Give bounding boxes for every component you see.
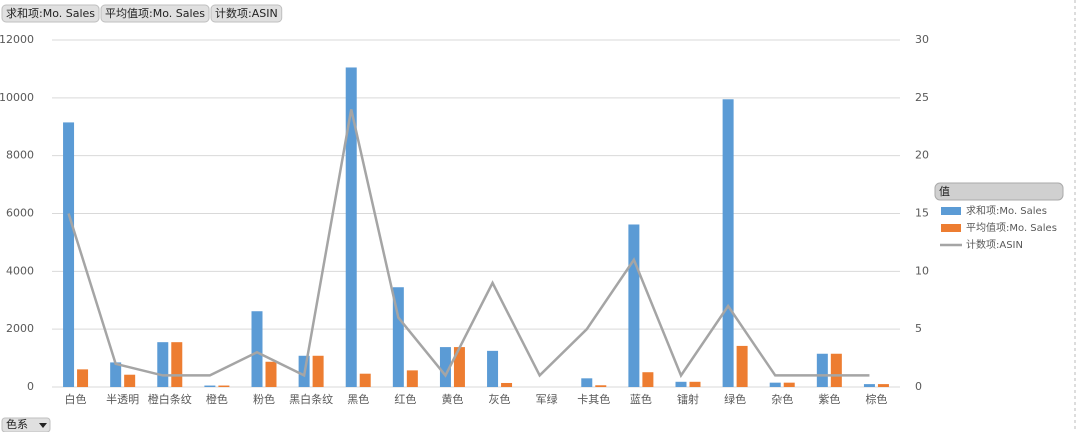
y2-tick-label: 10 <box>915 264 929 277</box>
x-tick-label: 绿色 <box>724 392 746 406</box>
bar <box>769 382 781 387</box>
bar <box>453 347 465 387</box>
y2-tick-label: 15 <box>915 207 929 220</box>
x-tick-label: 紫色 <box>818 392 840 406</box>
bar <box>642 372 654 387</box>
bar <box>501 382 513 387</box>
bar <box>830 353 842 387</box>
x-tick-label: 灰色 <box>489 392 511 406</box>
legend-swatch <box>941 207 961 215</box>
y-tick-label: 6000 <box>6 207 34 220</box>
bar <box>312 355 324 387</box>
legend-label: 求和项:Mo. Sales <box>966 205 1047 217</box>
x-tick-label: 杂色 <box>771 392 793 406</box>
x-tick-label: 黄色 <box>441 392 463 406</box>
x-tick-label: 卡其色 <box>577 392 610 406</box>
bar <box>157 342 169 387</box>
bar <box>487 350 499 387</box>
legend-swatch <box>941 224 961 232</box>
bar <box>406 370 418 387</box>
x-tick-label: 镭射 <box>677 392 699 406</box>
y2-tick-label: 30 <box>915 33 929 46</box>
legend-label: 平均值项:Mo. Sales <box>966 221 1057 234</box>
field-button-label[interactable]: 平均值项:Mo. Sales <box>105 7 205 20</box>
x-tick-label: 棕色 <box>865 392 887 406</box>
x-tick-label: 黑色 <box>347 392 369 406</box>
x-tick-label: 军绿 <box>536 392 558 406</box>
y-tick-label: 12000 <box>0 33 34 46</box>
y2-tick-label: 25 <box>915 91 929 104</box>
axis-field-button[interactable] <box>1 417 51 432</box>
field-button-label[interactable]: 计数项:ASIN <box>215 7 278 20</box>
bar <box>265 361 277 387</box>
bar <box>689 381 701 387</box>
bar <box>218 385 230 387</box>
bar <box>204 385 216 387</box>
field-button-label[interactable]: 求和项:Mo. Sales <box>6 7 95 20</box>
x-tick-label: 粉色 <box>253 392 275 406</box>
bar <box>628 224 640 387</box>
bar <box>581 378 593 387</box>
y-tick-label: 0 <box>27 380 34 393</box>
y2-tick-label: 5 <box>915 322 922 335</box>
bar <box>77 369 89 387</box>
bar <box>110 362 122 387</box>
bar <box>816 353 828 387</box>
x-tick-label: 黑白条纹 <box>289 392 333 406</box>
bar <box>675 381 687 387</box>
y2-tick-label: 20 <box>915 149 929 162</box>
y-tick-label: 8000 <box>6 149 34 162</box>
legend-title-bar[interactable] <box>934 182 1064 201</box>
bar <box>595 385 607 387</box>
y-tick-label: 4000 <box>6 264 34 277</box>
bar <box>783 382 795 387</box>
y-tick-label: 10000 <box>0 91 34 104</box>
x-tick-label: 橙白条纹 <box>148 392 192 406</box>
bar <box>359 373 371 387</box>
axis-field-label[interactable]: 色系 <box>6 417 28 431</box>
bar <box>736 345 748 387</box>
x-tick-label: 白色 <box>65 392 87 406</box>
bar <box>345 67 357 388</box>
legend-label: 计数项:ASIN <box>966 238 1023 251</box>
bar <box>63 122 75 387</box>
bar <box>722 99 734 387</box>
dropdown-arrow[interactable] <box>39 423 47 428</box>
field-button[interactable] <box>1 4 100 23</box>
bar <box>392 287 404 387</box>
bar <box>877 384 889 387</box>
x-tick-label: 红色 <box>394 392 416 406</box>
field-button[interactable] <box>100 4 210 23</box>
y2-tick-label: 0 <box>915 380 922 393</box>
line <box>67 109 870 379</box>
bar <box>251 311 263 387</box>
x-tick-label: 半透明 <box>106 392 139 406</box>
y-tick-label: 2000 <box>6 322 34 335</box>
x-tick-label: 蓝色 <box>630 392 652 406</box>
bar <box>171 342 183 387</box>
bar <box>439 347 451 387</box>
legend-title[interactable]: 值 <box>939 185 950 198</box>
field-button[interactable] <box>210 4 283 23</box>
bar <box>863 384 875 387</box>
x-tick-label: 橙色 <box>206 392 228 406</box>
bar <box>124 374 136 387</box>
